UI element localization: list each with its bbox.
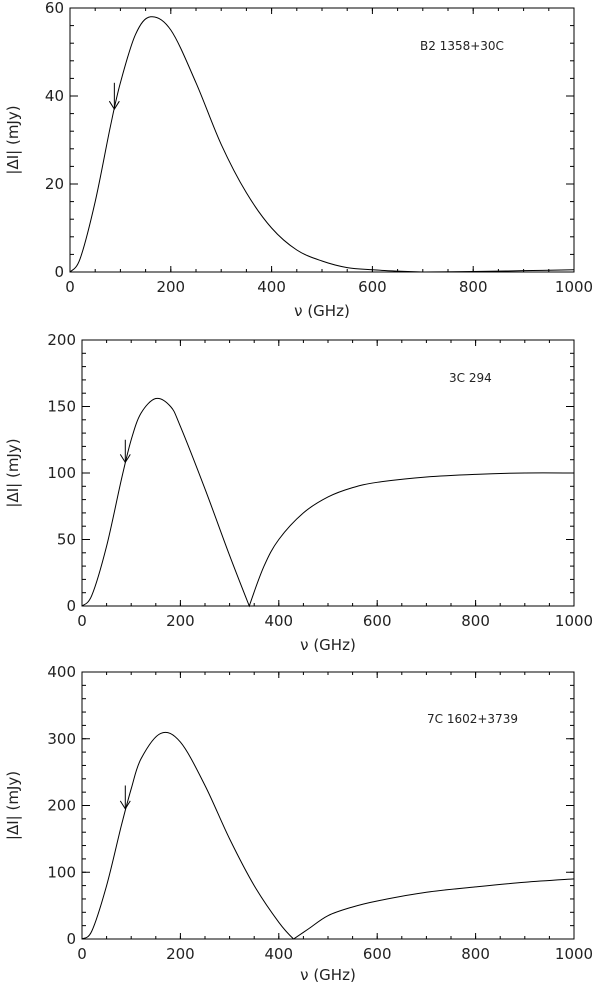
source-label: 3C 294 bbox=[449, 371, 492, 385]
x-tick-label: 200 bbox=[166, 612, 195, 630]
x-tick-label: 600 bbox=[358, 278, 387, 296]
x-axis-label: ν (GHz) bbox=[294, 302, 350, 320]
x-axis-label: ν (GHz) bbox=[300, 966, 356, 984]
upper-limit-arrow-head bbox=[119, 454, 131, 464]
y-axis-label: |ΔI| (mJy) bbox=[4, 438, 22, 507]
y-tick-label: 0 bbox=[54, 263, 64, 281]
x-tick-label: 1000 bbox=[555, 612, 593, 630]
panel-7c-1602: 0 200 400 600 800 1000 0 100 200 300 400 ν (GHz) |ΔI… bbox=[4, 663, 593, 984]
x-tick-label: 0 bbox=[65, 278, 75, 296]
y-tick-label: 150 bbox=[47, 398, 76, 416]
y-tick-label: 40 bbox=[45, 87, 64, 105]
x-tick-label: 1000 bbox=[555, 278, 593, 296]
y-tick-label: 100 bbox=[47, 863, 76, 881]
x-tick-label: 0 bbox=[77, 945, 87, 963]
y-tick-label: 200 bbox=[47, 331, 76, 349]
y-tick-label: 0 bbox=[66, 930, 76, 948]
y-tick-label: 300 bbox=[47, 730, 76, 748]
panel-3c-294: 0 200 400 600 800 1000 0 50 100 150 200 ν (GHz) |ΔI|… bbox=[4, 331, 593, 654]
x-tick-label: 200 bbox=[156, 278, 185, 296]
y-tick-label: 0 bbox=[66, 597, 76, 615]
y-tick-label: 20 bbox=[45, 175, 64, 193]
y-tick-label: 100 bbox=[47, 464, 76, 482]
spectrum-curve-0 bbox=[69, 16, 575, 273]
y-axis-label: |ΔI| (mJy) bbox=[4, 105, 22, 174]
x-tick-label: 400 bbox=[264, 945, 293, 963]
x-tick-label: 400 bbox=[264, 612, 293, 630]
x-tick-label: 600 bbox=[363, 945, 392, 963]
x-tick-label: 800 bbox=[461, 945, 490, 963]
y-tick-label: 50 bbox=[57, 531, 76, 549]
x-tick-label: 200 bbox=[166, 945, 195, 963]
x-tick-label: 600 bbox=[363, 612, 392, 630]
x-tick-label: 800 bbox=[461, 612, 490, 630]
y-axis-label: |ΔI| (mJy) bbox=[4, 771, 22, 840]
source-label: 7C 1602+3739 bbox=[427, 712, 518, 726]
spectrum-curve-0 bbox=[81, 731, 575, 940]
y-tick-label: 200 bbox=[47, 797, 76, 815]
x-tick-label: 1000 bbox=[555, 945, 593, 963]
upper-limit-arrow-head bbox=[108, 100, 120, 111]
upper-limit-arrow-head bbox=[119, 800, 131, 810]
x-axis-label: ν (GHz) bbox=[300, 636, 356, 654]
y-tick-label: 400 bbox=[47, 663, 76, 681]
panel-b2-1358: 0 200 400 600 800 1000 0 20 40 60 ν (GHz) |ΔI| (mJy… bbox=[4, 0, 593, 320]
source-label: B2 1358+30C bbox=[420, 39, 504, 53]
x-tick-label: 400 bbox=[257, 278, 286, 296]
spectrum-curve-0 bbox=[81, 397, 575, 608]
y-tick-label: 60 bbox=[45, 0, 64, 17]
x-tick-label: 0 bbox=[77, 612, 87, 630]
x-tick-label: 800 bbox=[459, 278, 488, 296]
